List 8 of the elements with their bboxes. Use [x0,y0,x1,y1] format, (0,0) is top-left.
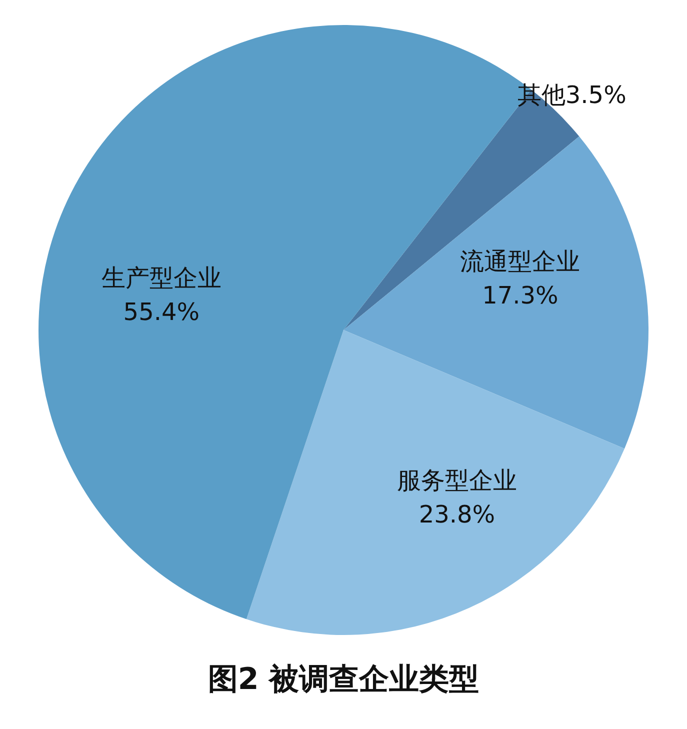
slice-label: 生产型企业 [101,264,222,292]
slice-label: 其他3.5% [517,80,626,109]
data-label: 17.3% [482,282,558,310]
data-label: 55.4% [123,298,200,326]
text: 图2 被调查企业类型 [208,662,480,697]
slice-label: 服务型企业 [396,466,517,494]
slice-label: 流通型企业 [460,248,580,276]
data-label: 23.8% [418,500,496,528]
